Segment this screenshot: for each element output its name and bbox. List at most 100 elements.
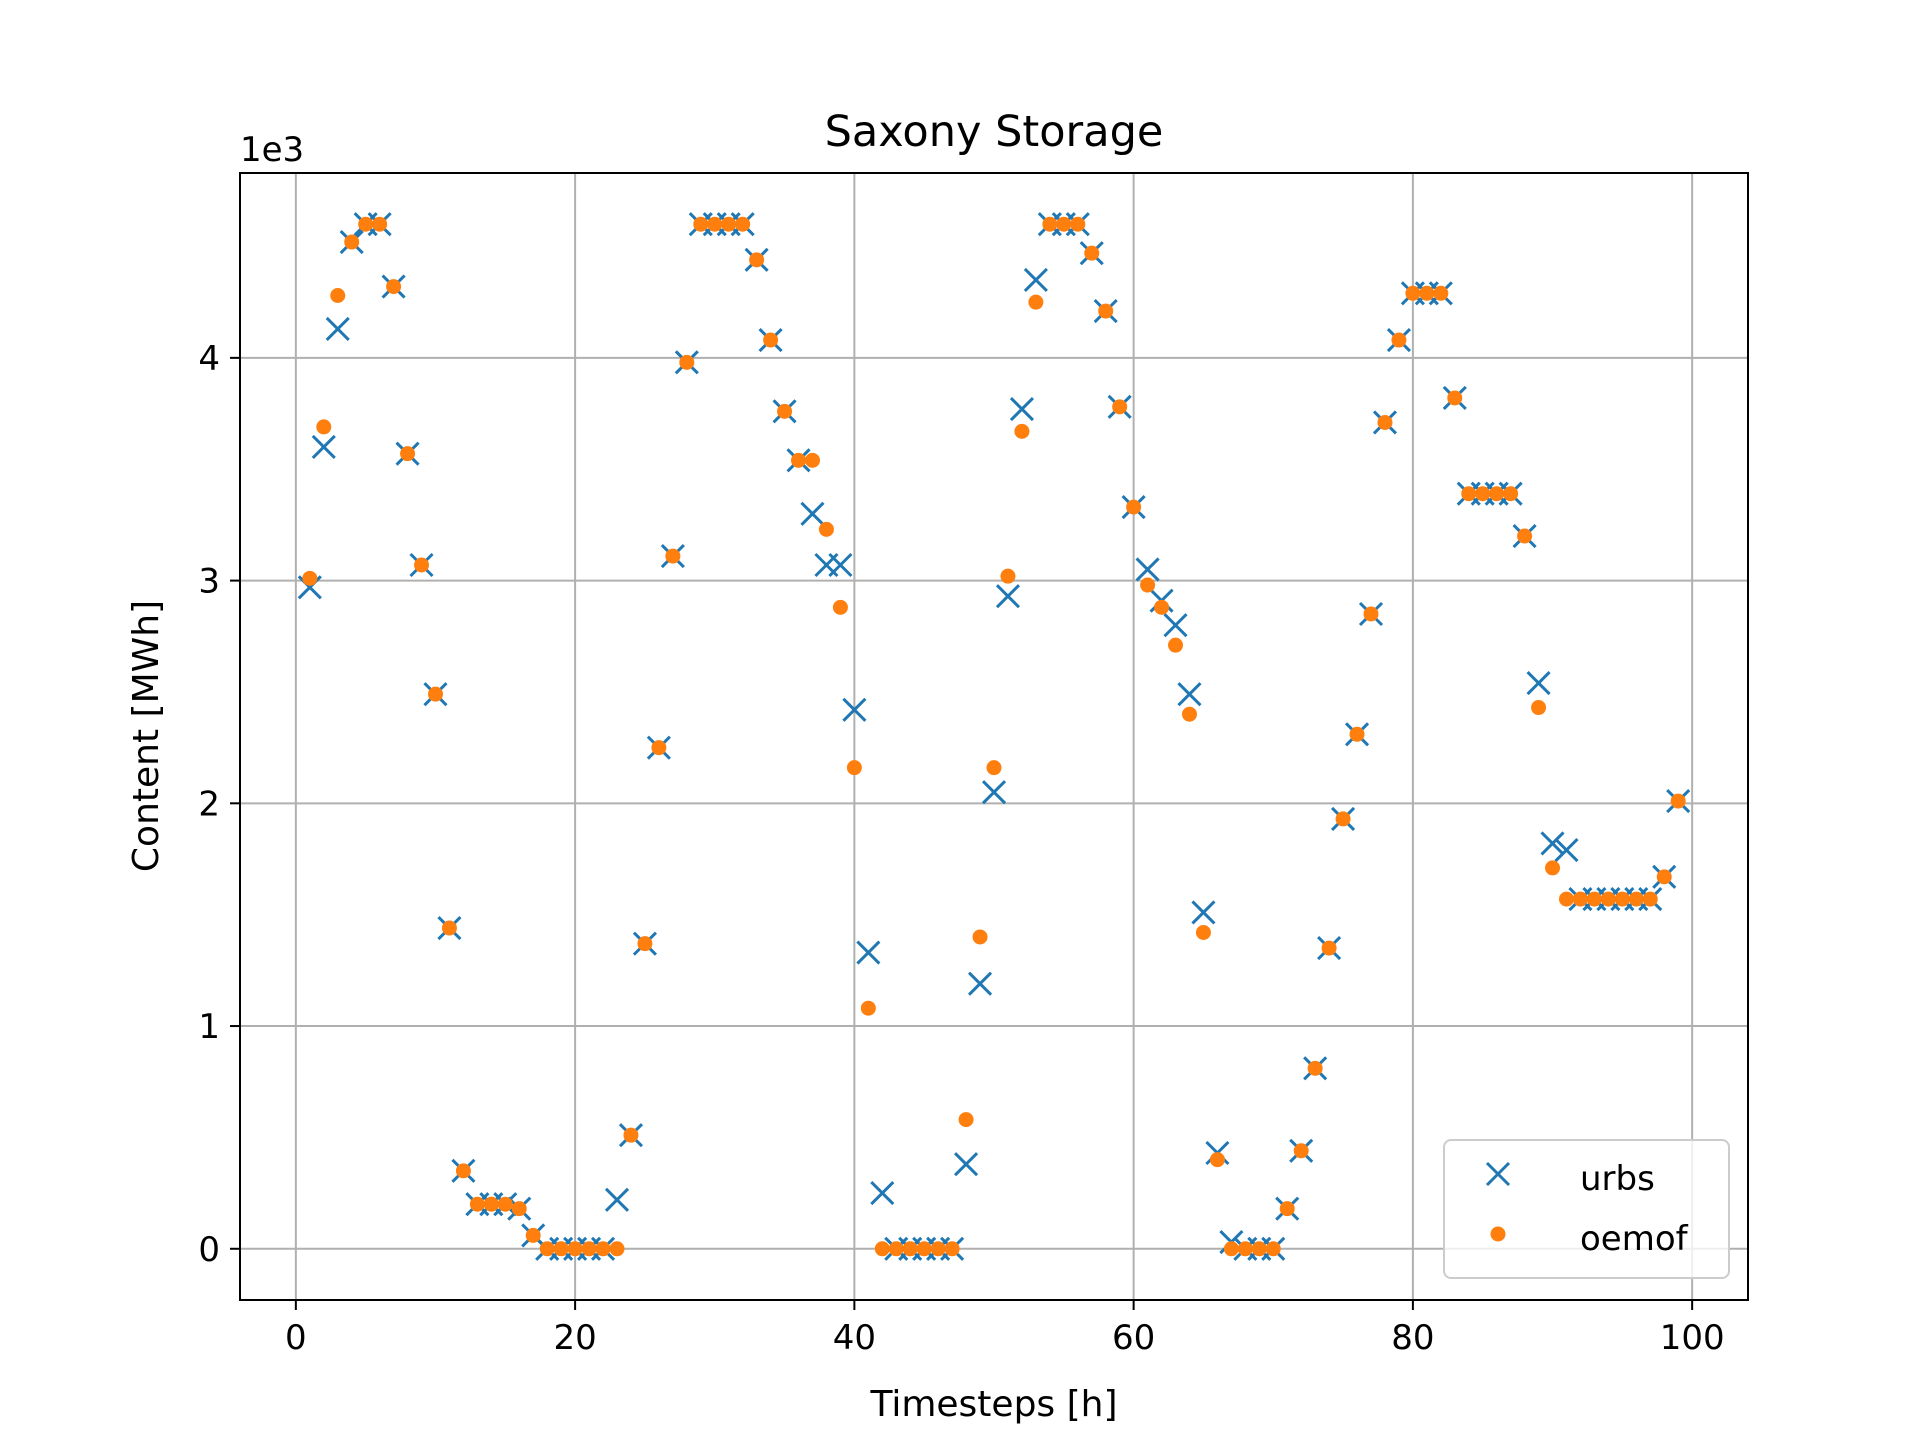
point-urbs bbox=[1526, 670, 1551, 696]
point-oemof bbox=[567, 1241, 583, 1257]
plot-frame bbox=[239, 172, 1749, 1301]
x-stroke bbox=[1009, 397, 1034, 422]
point-oemof bbox=[455, 1163, 471, 1179]
point-oemof bbox=[1405, 285, 1421, 301]
point-oemof bbox=[358, 216, 374, 232]
x-stroke bbox=[870, 1181, 895, 1206]
point-oemof bbox=[846, 760, 862, 776]
point-oemof bbox=[874, 1241, 890, 1257]
x-stroke bbox=[1526, 670, 1551, 696]
point-oemof bbox=[344, 234, 360, 250]
x-stroke bbox=[995, 584, 1021, 609]
point-oemof bbox=[707, 216, 723, 232]
x-stroke bbox=[954, 1152, 979, 1177]
point-oemof bbox=[916, 1241, 932, 1257]
point-oemof bbox=[1335, 811, 1351, 827]
x-stroke bbox=[1540, 831, 1565, 856]
y-multiplier-label: 1e3 bbox=[240, 130, 304, 170]
point-oemof bbox=[930, 1241, 946, 1257]
point-oemof bbox=[1279, 1201, 1295, 1217]
point-oemof bbox=[1503, 486, 1519, 502]
point-oemof bbox=[1545, 860, 1561, 876]
point-oemof bbox=[1614, 891, 1630, 907]
point-oemof bbox=[735, 216, 751, 232]
point-oemof bbox=[1419, 285, 1435, 301]
point-oemof bbox=[609, 1241, 625, 1257]
point-oemof bbox=[1014, 423, 1030, 439]
y-tick-label: 2 bbox=[198, 784, 220, 824]
point-oemof bbox=[330, 288, 346, 303]
point-oemof bbox=[1489, 486, 1505, 502]
point-urbs bbox=[1540, 831, 1565, 856]
point-oemof bbox=[721, 216, 737, 232]
x-stroke bbox=[311, 434, 336, 460]
grid-lines bbox=[240, 173, 1748, 1300]
point-oemof bbox=[665, 548, 681, 564]
point-urbs bbox=[297, 575, 322, 600]
point-oemof bbox=[1656, 869, 1672, 885]
x-stroke bbox=[842, 697, 867, 722]
point-oemof bbox=[1670, 793, 1686, 809]
point-oemof bbox=[372, 216, 388, 232]
point-urbs bbox=[995, 584, 1021, 609]
x-stroke bbox=[325, 316, 350, 341]
point-oemof bbox=[986, 760, 1002, 776]
point-oemof bbox=[818, 521, 834, 537]
x-stroke bbox=[981, 780, 1007, 805]
point-urbs bbox=[1554, 838, 1579, 863]
point-oemof bbox=[888, 1241, 904, 1257]
x-tick-label: 0 bbox=[285, 1318, 307, 1358]
x-tick-label: 100 bbox=[1660, 1318, 1725, 1358]
point-oemof bbox=[1112, 399, 1128, 415]
legend-x-marker bbox=[1485, 1161, 1511, 1187]
x-stroke bbox=[1485, 1161, 1511, 1187]
point-oemof bbox=[902, 1241, 918, 1257]
point-oemof bbox=[1237, 1241, 1253, 1257]
point-oemof bbox=[1628, 891, 1644, 907]
point-oemof bbox=[1223, 1241, 1239, 1257]
point-oemof bbox=[1363, 606, 1379, 622]
point-oemof bbox=[972, 929, 988, 945]
x-stroke bbox=[1023, 267, 1048, 292]
point-oemof bbox=[1168, 637, 1184, 653]
point-oemof bbox=[1321, 940, 1337, 956]
x-tick-label: 60 bbox=[1112, 1318, 1155, 1358]
point-oemof bbox=[860, 1000, 876, 1016]
legend-label-oemof: oemof bbox=[1580, 1219, 1689, 1259]
point-urbs bbox=[870, 1181, 895, 1206]
point-oemof bbox=[1572, 891, 1588, 907]
point-oemof bbox=[832, 599, 848, 615]
point-oemof bbox=[386, 279, 402, 295]
point-oemof bbox=[1056, 216, 1072, 232]
point-oemof bbox=[1181, 706, 1197, 722]
x-stroke bbox=[1177, 682, 1202, 707]
point-oemof bbox=[539, 1241, 555, 1257]
y-axis-label: Content [MWh] bbox=[126, 600, 167, 872]
x-stroke bbox=[1191, 900, 1216, 925]
point-oemof bbox=[1642, 891, 1658, 907]
point-oemof bbox=[1461, 486, 1477, 502]
point-oemof bbox=[1349, 726, 1365, 742]
point-oemof bbox=[581, 1241, 597, 1257]
point-oemof bbox=[1098, 303, 1114, 319]
point-oemof bbox=[1433, 285, 1449, 301]
point-oemof bbox=[1293, 1143, 1309, 1159]
point-urbs bbox=[1023, 267, 1048, 292]
point-oemof bbox=[1140, 577, 1156, 593]
point-oemof bbox=[1307, 1060, 1323, 1076]
point-oemof bbox=[1447, 390, 1463, 406]
point-urbs bbox=[828, 552, 853, 578]
point-oemof bbox=[1558, 891, 1574, 907]
point-oemof bbox=[777, 403, 793, 419]
point-oemof bbox=[427, 686, 443, 702]
point-oemof bbox=[400, 446, 416, 462]
point-oemof bbox=[1600, 891, 1616, 907]
point-oemof bbox=[441, 920, 457, 936]
point-urbs bbox=[1163, 613, 1188, 638]
point-oemof bbox=[749, 252, 765, 268]
x-stroke bbox=[967, 971, 993, 996]
x-stroke bbox=[604, 1187, 630, 1212]
point-oemof bbox=[511, 1201, 527, 1217]
point-oemof bbox=[637, 936, 653, 952]
point-oemof bbox=[1126, 499, 1142, 515]
